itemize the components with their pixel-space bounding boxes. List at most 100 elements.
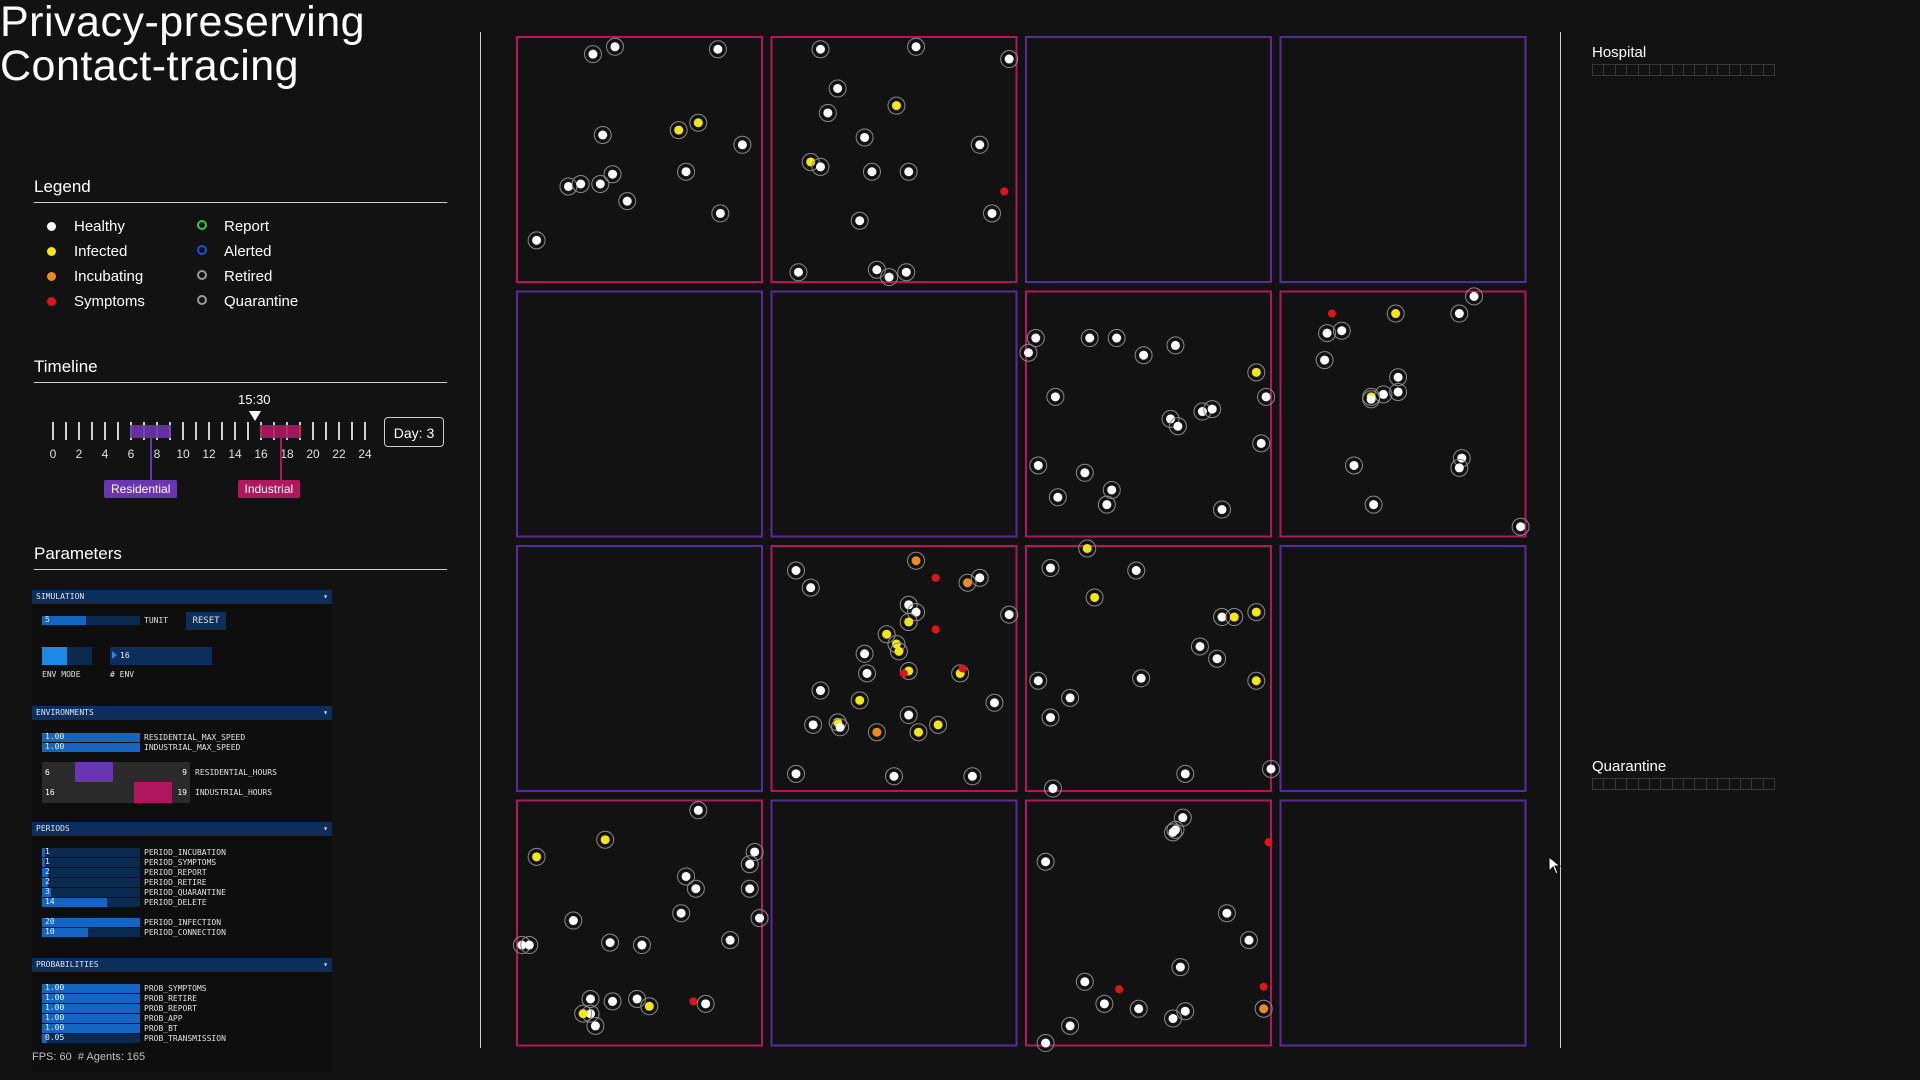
agent [1332,321,1351,340]
environment-cell-industrial [1279,290,1527,538]
agent-dot [806,583,816,593]
agent-dot [1107,485,1117,495]
residential-max-speed-slider[interactable]: 1.00 [42,732,140,742]
agent [672,904,691,923]
agent-ring [603,992,622,1011]
agent-dot [867,167,877,177]
agent [1389,382,1408,401]
agent [789,263,808,282]
env-mode-toggle[interactable] [42,647,92,665]
agent [708,40,727,59]
agent-dot [610,42,620,52]
agent-dot [1139,350,1149,360]
quarantine-slots [1592,778,1775,790]
agent-dot [681,167,691,177]
agent-ring [1247,363,1266,382]
agent-dot [860,132,870,142]
slider-label: PERIOD_SYMPTOMS [144,858,217,867]
agent-dot [1136,673,1146,683]
timeline-tick [195,422,197,440]
legend-label: Report [224,218,270,235]
slider-value: 2 [45,867,50,876]
environments-folder[interactable]: ENVIRONMENTS ▾ [32,706,332,720]
agent-dot [816,44,825,54]
timeline-tick [221,422,223,440]
agent-dot [605,938,615,948]
agent-ring [801,152,820,171]
agent-dot [933,720,943,730]
prob-symptoms-slider[interactable]: 1.00 [42,983,140,993]
prob-app-slider[interactable]: 1.00 [42,1013,140,1023]
agent-ring [1107,329,1126,348]
agent-ring [1041,559,1060,578]
industrial-hours-range[interactable]: 16 19 [42,782,190,803]
agent-ring [740,855,759,874]
agent [1000,605,1019,624]
agent [887,96,906,115]
tunit-slider[interactable]: 5 [42,615,140,625]
reset-button[interactable]: RESET [186,612,226,630]
agent-ring [801,578,820,597]
slider-fill [42,918,140,927]
agent-ring [1252,434,1271,453]
prob-retire-slider[interactable]: 1.00 [42,993,140,1003]
chevron-down-icon: ▾ [323,592,328,601]
agent [907,603,926,622]
agent-dot [901,267,911,277]
agent [787,764,805,783]
agent [907,551,926,570]
quarantine-marker-icon [197,295,207,305]
prob-transmission-slider[interactable]: 0.05 [42,1033,140,1043]
timeline-tick [364,422,366,440]
agent [931,625,940,634]
legend-label: Retired [224,268,273,285]
agent [1345,456,1363,475]
agent-ring [1164,823,1182,842]
simulation-folder[interactable]: SIMULATION ▾ [32,590,332,604]
agent [1085,588,1104,607]
agent-dot [1004,54,1014,64]
n-env-input[interactable]: 16 [110,647,212,665]
agent [1386,304,1405,323]
agent-dot [1053,492,1063,502]
periods-folder[interactable]: PERIODS ▾ [32,822,332,836]
agent [1257,387,1276,406]
agent [1252,434,1271,453]
industrial-max-speed-slider[interactable]: 1.00 [42,742,140,752]
agent [1190,637,1209,656]
agent [711,204,730,223]
period-delete-slider[interactable]: 14 [42,897,140,907]
probabilities-folder[interactable]: PROBABILITIES ▾ [32,958,332,972]
prob-report-slider[interactable]: 1.00 [42,1003,140,1013]
prob-bt-slider[interactable]: 1.00 [42,1023,140,1033]
agent-ring [581,989,600,1008]
period-retire-slider[interactable]: 2 [42,877,140,887]
agent-dot [1048,784,1058,794]
slider-value: 20 [45,917,55,926]
agent-dot [1180,1006,1190,1016]
period-quarantine-slider[interactable]: 3 [42,887,140,897]
agent-ring [899,661,918,680]
agent [586,1016,605,1035]
n-env-value: 16 [120,651,130,660]
agent [750,909,769,928]
agent-dot [989,698,999,708]
period-connection-slider[interactable]: 10 [42,927,140,937]
period-infection-slider[interactable]: 20 [42,917,140,927]
agent-dot [891,101,901,111]
period-symptoms-slider[interactable]: 1 [42,857,140,867]
agent-dot [1217,505,1227,515]
agent [1450,458,1469,477]
agent-ring [1345,456,1363,475]
period-incubation-slider[interactable]: 1 [42,847,140,857]
agent-dot [1168,827,1178,837]
agent [1315,351,1334,370]
agent-dot [899,669,908,678]
agent [983,204,1001,223]
agent-dot [578,1009,588,1019]
period-report-slider[interactable]: 2 [42,867,140,877]
slider-fill [42,1024,140,1033]
slider-fill [42,984,140,993]
